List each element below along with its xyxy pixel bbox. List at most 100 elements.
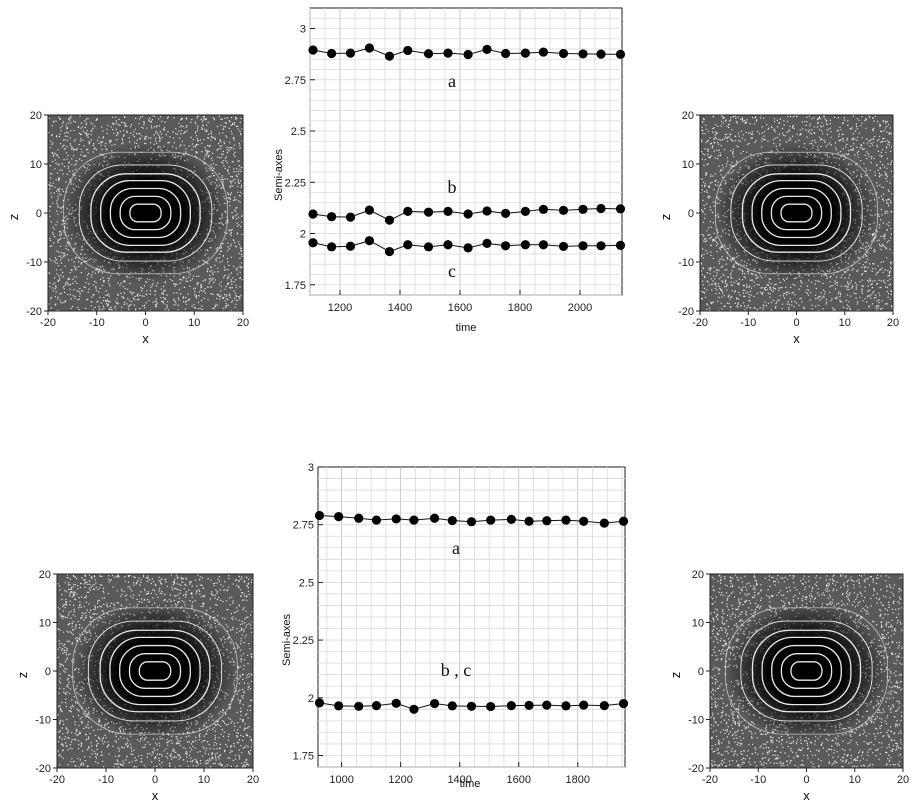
data-point: [599, 701, 609, 711]
density-contour: [780, 203, 813, 223]
x-tick-label: 0: [152, 774, 158, 786]
data-point: [558, 48, 569, 59]
data-point: [538, 240, 549, 250]
density-contour: [751, 180, 842, 246]
density-contour: [78, 164, 213, 262]
y-tick-label: 2.25: [285, 177, 306, 189]
density-contour: [129, 203, 162, 223]
data-point: [308, 45, 318, 55]
data-point: [463, 49, 473, 60]
density-core: [765, 193, 828, 233]
data-point: [327, 48, 337, 59]
y-tick-label: 10: [39, 618, 51, 630]
y-tick-label: -10: [688, 715, 704, 727]
y-tick-label: 20: [692, 569, 704, 581]
x-tick-label: -10: [89, 317, 105, 329]
data-point: [542, 700, 552, 710]
x-tick-label: 20: [247, 774, 259, 786]
y-tick-label: 2.5: [291, 126, 306, 138]
y-tick-label: 20: [39, 569, 51, 581]
density-contour: [780, 653, 833, 689]
data-point: [371, 515, 382, 525]
data-point: [327, 212, 337, 222]
y-tick-label: 20: [30, 110, 42, 122]
density-contour: [119, 644, 191, 698]
y-tick-label: 2: [300, 229, 306, 241]
y-tick-label: -10: [26, 257, 42, 269]
data-point: [371, 701, 382, 711]
density-contour: [100, 180, 191, 246]
data-point: [615, 49, 626, 59]
data-point: [345, 212, 356, 222]
x-tick-label: 10: [188, 317, 200, 329]
chart-top-xlabel: time: [456, 322, 477, 334]
data-point: [482, 238, 492, 248]
chart-bottom-marks: [314, 510, 629, 714]
density-ylabel: z: [6, 214, 21, 221]
density-panel-top-right: -20 -10 0 10 20 20 10 0 -10 -20 x z: [658, 110, 899, 346]
data-point: [579, 700, 589, 710]
data-point: [615, 204, 626, 214]
x-tick-label: 1400: [447, 774, 471, 786]
chart-top: 1200 1400 1600 1800 2000 1.75 2 2.25 2.5 2.75 3 Se…: [273, 7, 626, 334]
x-tick-label: 10: [198, 774, 210, 786]
density-contour: [63, 151, 228, 275]
data-point: [443, 48, 453, 58]
data-point: [463, 209, 473, 219]
x-tick-label: -10: [740, 317, 756, 329]
density-xlabel: x: [793, 331, 800, 346]
density-contour: [770, 195, 823, 231]
data-point: [314, 698, 325, 708]
data-point: [524, 700, 534, 710]
data-point: [334, 512, 344, 522]
density-contour: [714, 151, 879, 275]
data-point: [520, 240, 531, 250]
data-point: [443, 206, 453, 216]
data-point: [403, 45, 413, 56]
y-tick-label: 0: [45, 666, 51, 678]
data-point: [364, 205, 374, 215]
y-tick-label: 3: [300, 24, 306, 36]
density-contour: [761, 187, 832, 239]
x-tick-label: -20: [49, 774, 65, 786]
density-contour: [771, 644, 842, 698]
chart-bottom-label-a: a: [452, 538, 460, 558]
density-core: [114, 193, 177, 233]
y-tick-label: -20: [688, 763, 704, 775]
x-tick-label: -10: [750, 774, 766, 786]
density-core: [775, 651, 838, 691]
x-tick-label: 20: [237, 317, 249, 329]
density-contour: [90, 173, 201, 253]
x-tick-label: -20: [40, 317, 56, 329]
chart-top-label-b: b: [448, 177, 457, 197]
data-point: [486, 515, 496, 525]
density-contour: [741, 173, 852, 253]
data-point: [501, 241, 511, 251]
x-tick-label: 1600: [448, 302, 472, 314]
data-point: [520, 206, 531, 216]
data-point: [542, 516, 552, 526]
density-contour: [119, 195, 172, 231]
data-point: [596, 49, 606, 59]
density-contour: [724, 607, 889, 735]
density-contour: [761, 636, 852, 706]
x-tick-label: 10: [849, 774, 861, 786]
data-point: [423, 207, 434, 217]
data-point: [403, 240, 413, 250]
data-point: [364, 43, 374, 53]
x-tick-label: 1800: [566, 774, 590, 786]
y-tick-label: -20: [26, 306, 42, 318]
y-tick-label: 1.75: [293, 750, 314, 762]
x-tick-label: 2000: [568, 302, 592, 314]
y-tick-label: -10: [35, 715, 51, 727]
data-point: [561, 515, 571, 525]
data-point: [384, 51, 395, 61]
data-point: [463, 243, 473, 253]
x-tick-label: 10: [839, 317, 851, 329]
data-point: [364, 236, 374, 246]
data-point: [618, 516, 629, 526]
data-point: [482, 206, 492, 216]
y-tick-label: 2.5: [299, 577, 314, 589]
chart-top-label-c: c: [448, 261, 456, 281]
data-point: [345, 48, 356, 58]
